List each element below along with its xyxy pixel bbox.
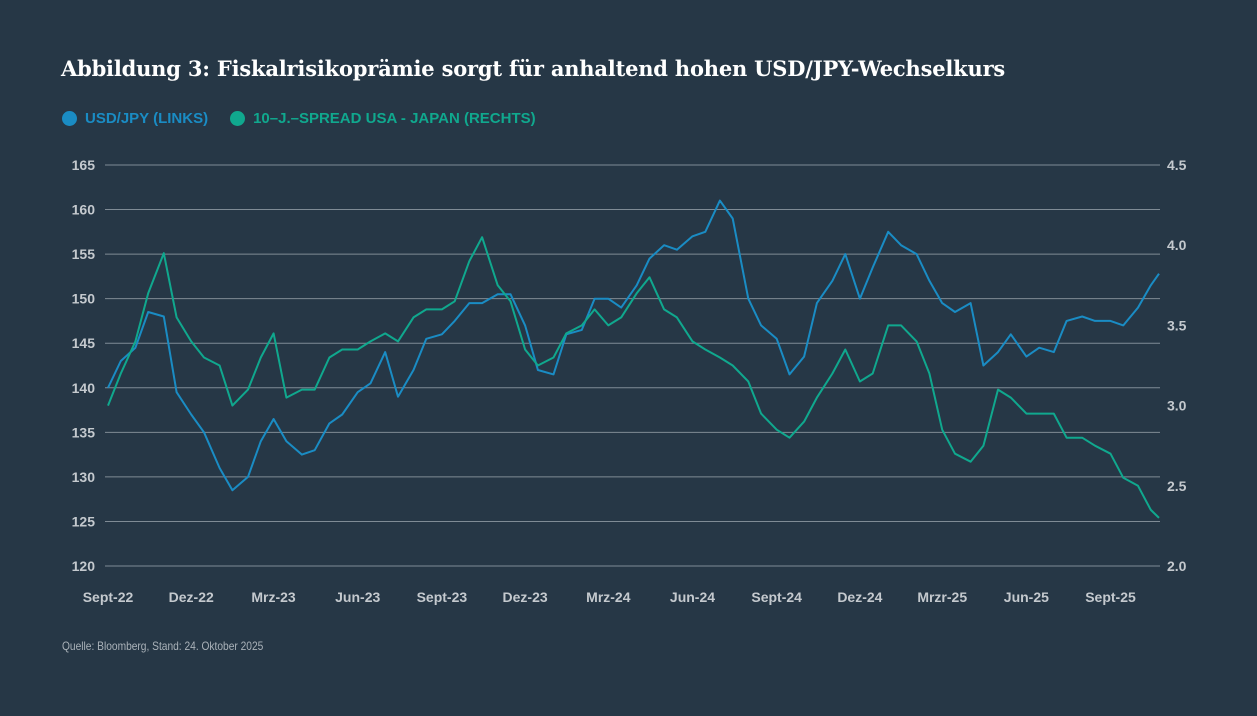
legend-dot-usdjpy — [62, 111, 77, 126]
series-line-usdjpy — [107, 199, 1160, 492]
x-tick-label: Jun-25 — [1004, 589, 1049, 605]
x-tick-label: Dez-24 — [837, 589, 882, 605]
y-left-tick-label: 150 — [72, 291, 96, 307]
y-left-tick-label: 135 — [72, 424, 96, 440]
y-left-tick-label: 130 — [72, 469, 96, 485]
y-left-tick-label: 160 — [72, 202, 96, 218]
legend-item-usdjpy: USD/JPY (LINKS) — [62, 110, 208, 127]
y-right-tick-label: 2.5 — [1167, 478, 1187, 494]
y-left-tick-label: 165 — [72, 157, 96, 173]
x-tick-label: Sept-22 — [83, 589, 134, 605]
legend-item-spread: 10–J.–SPREAD USA - JAPAN (RECHTS) — [230, 110, 536, 127]
y-right-tick-label: 3.0 — [1167, 398, 1187, 414]
legend: USD/JPY (LINKS) 10–J.–SPREAD USA - JAPAN… — [62, 110, 536, 127]
y-right-tick-label: 4.5 — [1167, 157, 1187, 173]
chart-title: Abbildung 3: Fiskalrisikoprämie sorgt fü… — [61, 56, 1006, 81]
y-right-tick-label: 2.0 — [1167, 558, 1187, 574]
legend-dot-spread — [230, 111, 246, 126]
y-left-tick-label: 120 — [72, 558, 96, 574]
y-right-tick-label: 4.0 — [1167, 237, 1187, 253]
source-note: Quelle: Bloomberg, Stand: 24. Oktober 20… — [62, 639, 264, 653]
x-tick-label: Sept-25 — [1085, 589, 1136, 605]
series-line-spread — [107, 236, 1160, 519]
x-tick-label: Jun-23 — [335, 589, 380, 605]
x-tick-label: Sept-23 — [417, 589, 468, 605]
legend-label-usdjpy: USD/JPY (LINKS) — [85, 110, 209, 127]
y-left-tick-label: 140 — [72, 380, 96, 396]
x-tick-label: Mrzr-25 — [917, 589, 967, 605]
x-tick-label: Sept-24 — [751, 589, 802, 605]
x-tick-label: Dez-23 — [503, 589, 548, 605]
x-tick-label: Mrz-24 — [586, 589, 631, 605]
y-left-tick-label: 145 — [72, 335, 96, 351]
y-left-tick-label: 155 — [72, 246, 96, 262]
x-tick-label: Jun-24 — [670, 589, 715, 605]
y-left-tick-label: 125 — [72, 513, 96, 529]
legend-label-spread: 10–J.–SPREAD USA - JAPAN (RECHTS) — [253, 110, 536, 127]
x-tick-label: Dez-22 — [169, 589, 214, 605]
x-tick-label: Mrz-23 — [251, 589, 296, 605]
y-right-tick-label: 3.5 — [1167, 317, 1187, 333]
